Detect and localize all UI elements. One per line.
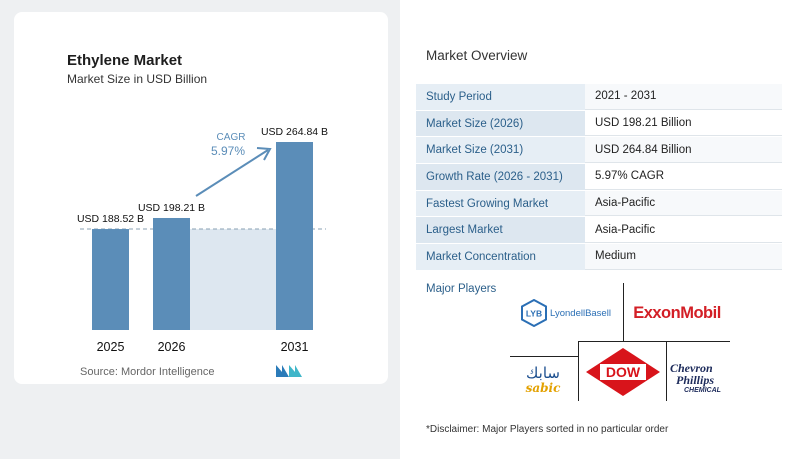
overview-value: Medium: [585, 244, 782, 270]
chevron-phillips-logo: Chevron Phillips CHEMICAL: [668, 356, 732, 400]
divider: [578, 341, 579, 401]
overview-title: Market Overview: [426, 48, 528, 63]
phillips-name: Phillips: [676, 372, 715, 387]
overview-panel: Market Overview Study Period 2021 - 2031 M…: [400, 0, 800, 459]
cagr-arrowhead: [256, 147, 272, 161]
cagr-value: 5.97%: [211, 144, 245, 158]
dow-diamond-icon: DOW: [586, 348, 660, 396]
x-tick-label: 2026: [158, 340, 186, 354]
overview-key: Market Size (2031): [416, 137, 585, 164]
sabic-arabic-name: سابك: [526, 364, 560, 382]
overview-row: Largest Market Asia-Pacific: [416, 217, 782, 245]
players-title: Major Players: [426, 283, 497, 295]
sabic-name: sabic: [525, 381, 561, 395]
chart-title: Ethylene Market: [67, 52, 183, 69]
divider: [623, 283, 624, 341]
dow-mark: DOW: [606, 364, 641, 380]
disclaimer: *Disclaimer: Major Players sorted in no …: [426, 424, 669, 435]
overview-key: Largest Market: [416, 217, 585, 244]
overview-row: Market Concentration Medium: [416, 244, 782, 271]
lyondellbasell-name: LyondellBasell: [550, 307, 611, 319]
bar-2025: [92, 229, 129, 330]
overview-table: Study Period 2021 - 2031 Market Size (2026…: [416, 84, 782, 271]
overview-value: 5.97% CAGR: [585, 164, 782, 190]
overview-row: Study Period 2021 - 2031: [416, 84, 782, 111]
overview-value: Asia-Pacific: [585, 217, 782, 244]
bar-value-label: USD 198.21 B: [138, 202, 205, 214]
overview-row: Market Size (2026) USD 198.21 Billion: [416, 110, 782, 138]
bar-chart: USD 188.52 B 2025 USD 198.21 B 2026 USD 264.…: [77, 126, 328, 354]
lyondellbasell-logo: LYB LyondellBasell: [512, 296, 620, 330]
chemical-name: CHEMICAL: [684, 386, 721, 394]
overview-key: Market Size (2026): [416, 110, 585, 137]
divider: [666, 341, 667, 401]
overview-row: Growth Rate (2026 - 2031) 5.97% CAGR: [416, 164, 782, 191]
bar-value-label: USD 264.84 B: [261, 126, 328, 138]
source-label: Source: Mordor Intelligence: [80, 366, 215, 378]
overview-row: Market Size (2031) USD 264.84 Billion: [416, 137, 782, 165]
mordor-logo-icon: [276, 365, 302, 377]
x-tick-label: 2031: [281, 340, 309, 354]
lyb-mark: LYB: [526, 309, 542, 319]
divider: [578, 341, 730, 342]
x-tick-label: 2025: [97, 340, 125, 354]
exxonmobil-logo: ExxonMobil: [624, 298, 730, 328]
cagr-label: CAGR: [217, 132, 246, 143]
lyb-hexagon-icon: LYB: [521, 299, 548, 327]
overview-value: Asia-Pacific: [585, 190, 782, 217]
growth-area: [190, 229, 276, 330]
overview-value: USD 264.84 Billion: [585, 137, 782, 164]
overview-key: Growth Rate (2026 - 2031): [416, 164, 585, 190]
overview-key: Market Concentration: [416, 244, 585, 270]
cagr-arrow: [195, 149, 269, 197]
overview-row: Fastest Growing Market Asia-Pacific: [416, 190, 782, 218]
bar-value-label: USD 188.52 B: [77, 213, 144, 225]
chart-subtitle: Market Size in USD Billion: [67, 72, 208, 86]
exxonmobil-name: ExxonMobil: [633, 303, 721, 322]
overview-key: Study Period: [416, 84, 585, 110]
divider: [510, 356, 578, 357]
bar-2031: [276, 142, 313, 330]
overview-key: Fastest Growing Market: [416, 190, 585, 217]
bar-2026: [153, 217, 190, 330]
dow-logo: DOW: [580, 343, 666, 401]
overview-value: USD 198.21 Billion: [585, 111, 782, 137]
sabic-logo: سابك sabic: [508, 358, 578, 402]
chevron-name: Chevron: [670, 360, 713, 375]
overview-value: 2021 - 2031: [585, 84, 782, 110]
